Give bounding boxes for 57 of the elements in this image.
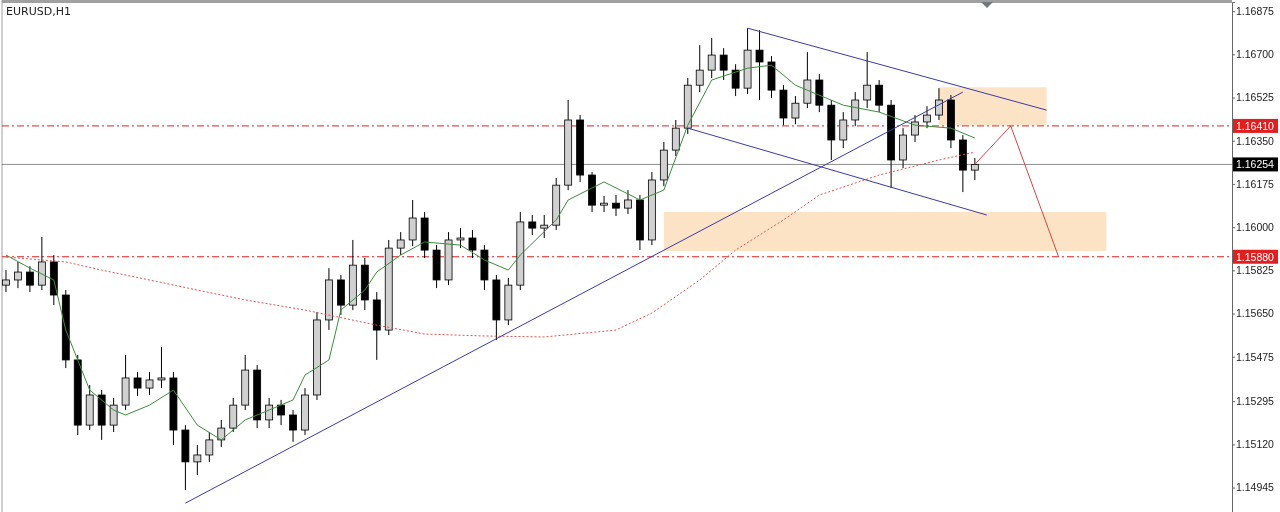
candlestick	[707, 37, 716, 79]
candlestick	[839, 111, 848, 149]
chart-title: EURUSD,H1	[6, 5, 71, 18]
y-tick-label: 1.16175	[1236, 177, 1275, 190]
y-tick-label: 1.16000	[1236, 220, 1275, 233]
candlestick	[911, 114, 919, 143]
candlestick	[719, 47, 728, 81]
candlestick	[671, 119, 680, 157]
candlestick	[695, 44, 704, 93]
candlestick	[37, 236, 46, 291]
candlestick	[2, 269, 10, 293]
y-tick-label: 1.14945	[1236, 481, 1275, 494]
y-tick-label: 1.16875	[1236, 4, 1275, 17]
candlestick	[600, 195, 608, 213]
y-tick-label: 1.16700	[1236, 48, 1275, 61]
ref-line-label: 1.15880	[1236, 250, 1275, 263]
candlestick	[923, 105, 931, 129]
candlestick	[875, 79, 884, 113]
candlestick	[229, 397, 238, 433]
y-tick-label: 1.15475	[1236, 350, 1275, 363]
candlestick	[863, 51, 872, 109]
candlestick	[935, 87, 943, 121]
line-series	[5, 64, 976, 441]
candlestick	[277, 399, 285, 426]
candlestick	[408, 199, 417, 247]
candlestick	[456, 227, 465, 249]
candlestick	[265, 397, 274, 429]
candlestick	[145, 371, 154, 396]
line-series	[5, 151, 976, 338]
ref-line-label: 1.16410	[1236, 119, 1275, 132]
candlestick	[193, 444, 202, 476]
candlestick	[26, 265, 34, 293]
candlestick	[731, 63, 740, 97]
candlestick	[133, 371, 142, 397]
candlestick	[157, 346, 166, 389]
candlestick	[851, 91, 860, 127]
candlestick	[14, 261, 22, 289]
y-tick-label: 1.16350	[1236, 134, 1275, 147]
y-tick-label: 1.15295	[1236, 395, 1275, 408]
y-tick-label: 1.15650	[1236, 307, 1275, 320]
y-tick-label: 1.16525	[1236, 91, 1275, 104]
y-tick-label: 1.15825	[1236, 264, 1275, 277]
candlestick	[624, 189, 632, 215]
candlestick	[755, 29, 764, 101]
candlestick	[205, 431, 214, 463]
candlestick	[803, 51, 812, 109]
candlestick	[612, 194, 620, 217]
candlestick	[289, 409, 297, 443]
candlestick	[468, 229, 477, 259]
candlestick	[528, 214, 537, 236]
candlestick	[970, 157, 979, 181]
candlestick	[791, 95, 800, 125]
candlestick	[109, 397, 118, 433]
ref-line-label: 1.16254	[1236, 158, 1275, 171]
y-tick-label: 1.15120	[1236, 438, 1275, 451]
candlestick	[396, 231, 405, 256]
candlestick	[540, 214, 549, 239]
